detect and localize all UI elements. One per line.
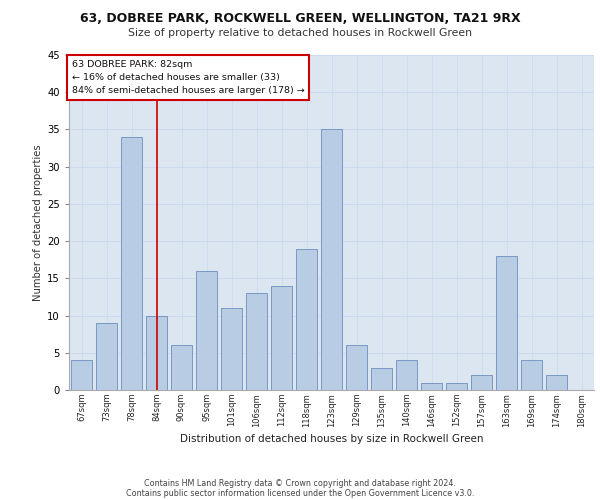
Bar <box>71 360 92 390</box>
Bar <box>271 286 292 390</box>
X-axis label: Distribution of detached houses by size in Rockwell Green: Distribution of detached houses by size … <box>180 434 483 444</box>
Text: 63 DOBREE PARK: 82sqm
← 16% of detached houses are smaller (33)
84% of semi-deta: 63 DOBREE PARK: 82sqm ← 16% of detached … <box>71 60 304 96</box>
Bar <box>421 382 442 390</box>
Bar <box>296 248 317 390</box>
Bar <box>321 130 342 390</box>
Text: Contains HM Land Registry data © Crown copyright and database right 2024.: Contains HM Land Registry data © Crown c… <box>144 478 456 488</box>
Bar <box>121 137 142 390</box>
Bar <box>146 316 167 390</box>
Bar <box>471 375 492 390</box>
Y-axis label: Number of detached properties: Number of detached properties <box>33 144 43 301</box>
Bar <box>546 375 567 390</box>
Text: Size of property relative to detached houses in Rockwell Green: Size of property relative to detached ho… <box>128 28 472 38</box>
Bar <box>446 382 467 390</box>
Bar <box>371 368 392 390</box>
Text: Contains public sector information licensed under the Open Government Licence v3: Contains public sector information licen… <box>126 488 474 498</box>
Bar <box>496 256 517 390</box>
Bar <box>246 293 267 390</box>
Bar <box>171 346 192 390</box>
Text: 63, DOBREE PARK, ROCKWELL GREEN, WELLINGTON, TA21 9RX: 63, DOBREE PARK, ROCKWELL GREEN, WELLING… <box>80 12 520 26</box>
Bar <box>96 323 117 390</box>
Bar <box>196 271 217 390</box>
Bar <box>221 308 242 390</box>
Bar <box>346 346 367 390</box>
Bar <box>396 360 417 390</box>
Bar <box>521 360 542 390</box>
